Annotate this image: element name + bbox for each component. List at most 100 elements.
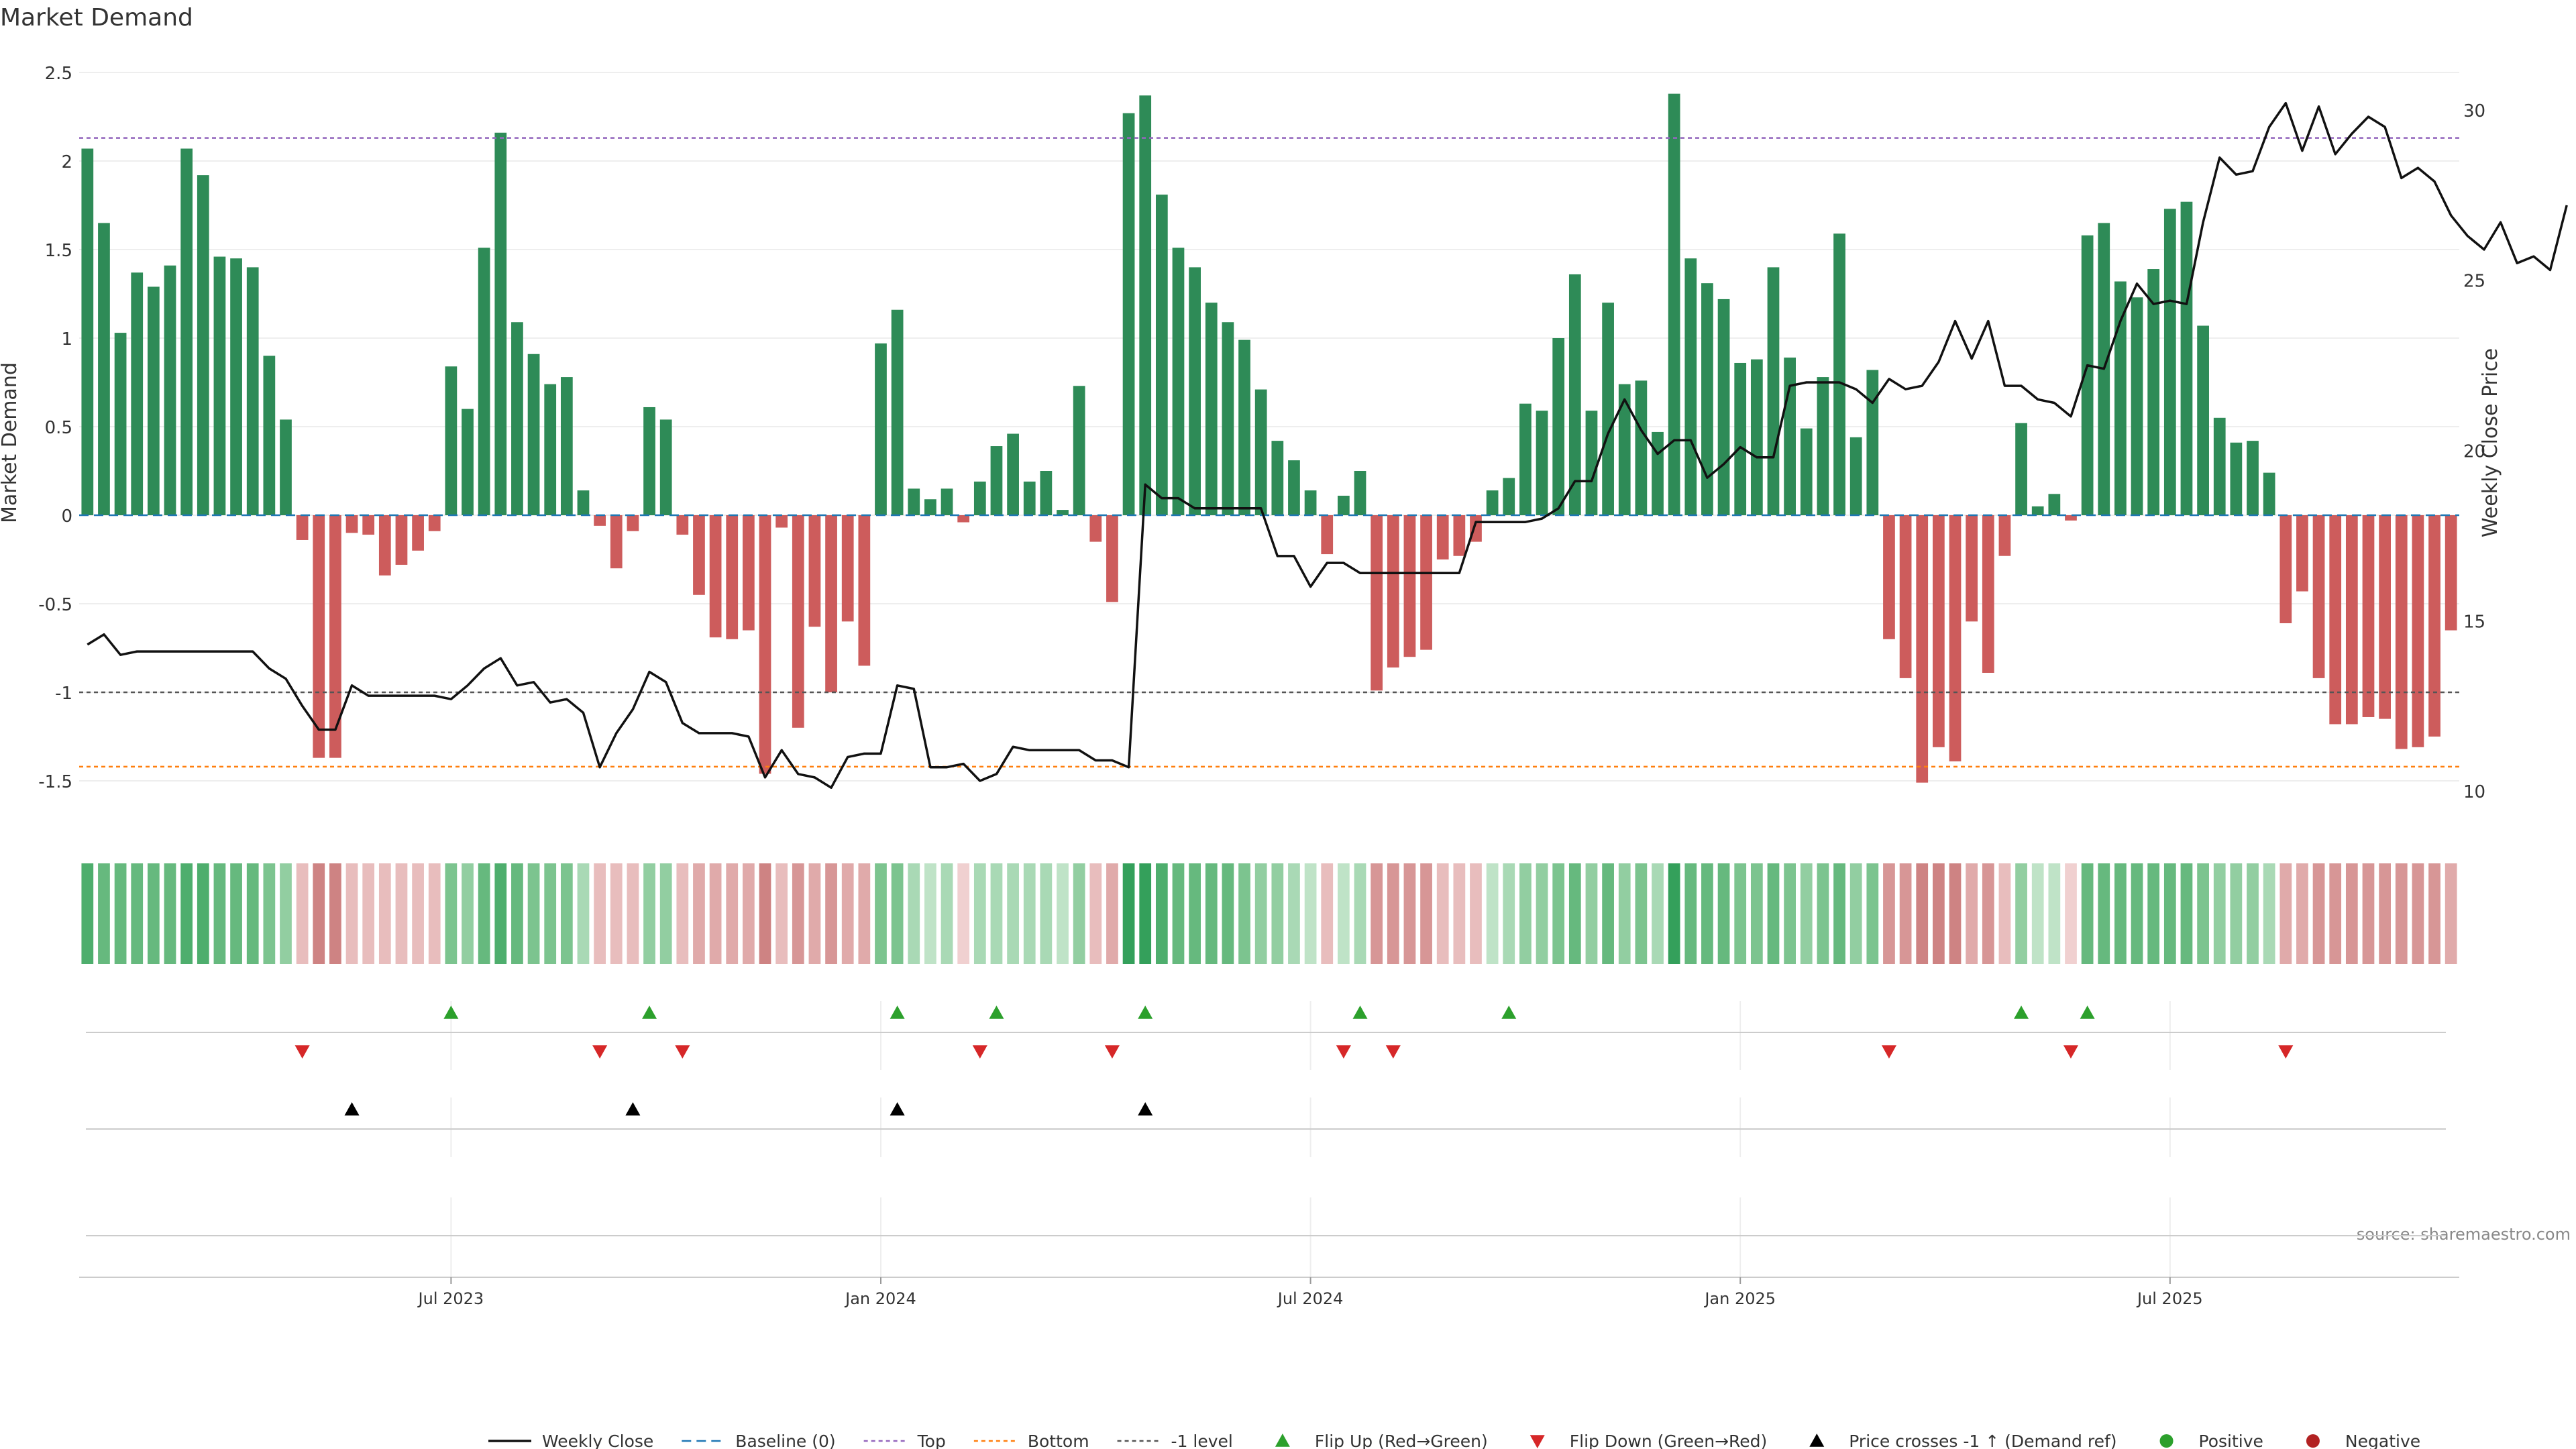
demand-bar [98,223,110,515]
flip-down-marker [675,1045,690,1059]
demand-bar [1007,433,1019,515]
legend: Weekly Close Baseline (0) Top Bottom -1 leve… [488,1432,2420,1449]
flip-up-marker [1352,1006,1368,1019]
demand-bar [743,515,755,631]
heat-cell [825,863,837,964]
demand-bar [1321,515,1334,555]
y-tick-label: 2 [61,152,72,172]
heat-cell [808,863,821,964]
flip-down-marker [2278,1045,2294,1059]
heat-cell [1139,863,1152,964]
demand-bar [1271,441,1284,515]
demand-bar [1453,515,1466,556]
heat-cell [1106,863,1118,964]
demand-bar [841,515,854,622]
demand-bar [2147,269,2160,515]
flip-down-marker [1336,1045,1351,1059]
heat-cell [941,863,953,964]
heat-cell [2131,863,2143,964]
heat-cell [1155,863,1168,964]
heat-cell [313,863,325,964]
legend-label: Top [917,1432,946,1449]
flip-up-marker [890,1006,905,1019]
chart-title: Market Demand [0,4,193,32]
flip-up-marker [2014,1006,2029,1019]
demand-bar [2263,472,2275,515]
demand-bar [825,515,837,692]
y-tick-label: -1 [55,684,72,704]
legend-label: Flip Up (Red→Green) [1315,1432,1488,1449]
price-cross-marker [344,1102,360,1116]
heat-cell [511,863,523,964]
heat-cell [1916,863,1929,964]
flip-down-marker [592,1045,608,1059]
demand-bar [2197,325,2209,515]
heat-cell [1717,863,1730,964]
heat-cell [676,863,689,964]
y2-tick-label: 15 [2463,612,2485,632]
heat-cell [1949,863,1962,964]
heat-cell [395,863,408,964]
y2-tick-label: 30 [2463,101,2485,121]
legend-swatch [1809,1434,1825,1447]
demand-bar [1254,389,1267,515]
demand-bar [973,481,986,515]
demand-bar [726,515,739,639]
heat-cell [2279,863,2292,964]
heat-cell [1668,863,1680,964]
price-cross-marker [1138,1102,1153,1116]
demand-bar [81,148,94,515]
heat-cell [180,863,193,964]
legend-label: Weekly Close [542,1432,653,1449]
heat-cell [1585,863,1598,964]
heat-cell [709,863,722,964]
demand-bar [924,499,936,515]
heat-cell [1800,863,1813,964]
demand-bar [1387,515,1399,668]
heat-cell [2081,863,2094,964]
heat-cell [1849,863,1862,964]
heat-cell [1122,863,1135,964]
demand-bar [1155,195,1168,515]
heat-cell [1453,863,1466,964]
heat-cell [1338,863,1350,964]
price-cross-marker [625,1102,641,1116]
heat-cell [1866,863,1879,964]
legend-label: Baseline (0) [735,1432,835,1449]
demand-bar [1701,283,1713,515]
demand-bar [1172,248,1185,515]
heat-cell [478,863,490,964]
demand-bar [1073,386,1085,515]
demand-bar [213,256,226,515]
heat-cell [2197,863,2209,964]
heat-cell [1420,863,1432,964]
heat-cell [2412,863,2424,964]
heat-cell [2445,863,2457,964]
heat-cell [494,863,507,964]
heat-cell [362,863,375,964]
demand-bar [908,488,920,515]
heat-cell [1387,863,1399,964]
flip-down-marker [2063,1045,2078,1059]
demand-bar [659,419,672,515]
heat-cell [594,863,606,964]
flip-up-marker [989,1006,1004,1019]
demand-bar [1371,515,1383,691]
heat-cell [329,863,341,964]
heat-cell [1503,863,1515,964]
demand-bar [395,515,408,565]
price-cross-marker [890,1102,905,1116]
demand-bar [1189,267,1201,515]
flip-down-marker [1385,1045,1401,1059]
demand-bar [693,515,705,595]
heat-cell [1618,863,1631,964]
demand-bar [1635,380,1648,515]
demand-bar [230,258,242,515]
heat-cell [2395,863,2408,964]
demand-bar [2279,515,2292,624]
demand-bar [577,490,590,515]
heat-cell [428,863,441,964]
demand-bar [2081,235,2094,515]
heat-cell [1486,863,1499,964]
x-tick-label: Jul 2023 [417,1289,484,1308]
